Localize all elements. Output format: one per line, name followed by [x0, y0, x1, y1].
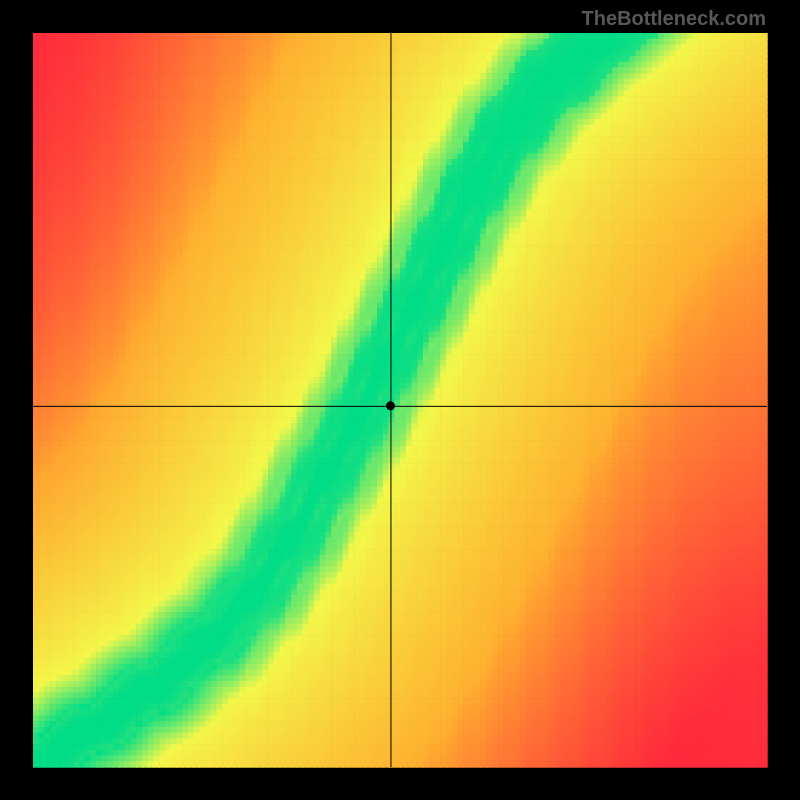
- watermark-text: TheBottleneck.com: [582, 8, 766, 31]
- bottleneck-heatmap: [0, 0, 800, 800]
- chart-container: TheBottleneck.com: [0, 0, 800, 800]
